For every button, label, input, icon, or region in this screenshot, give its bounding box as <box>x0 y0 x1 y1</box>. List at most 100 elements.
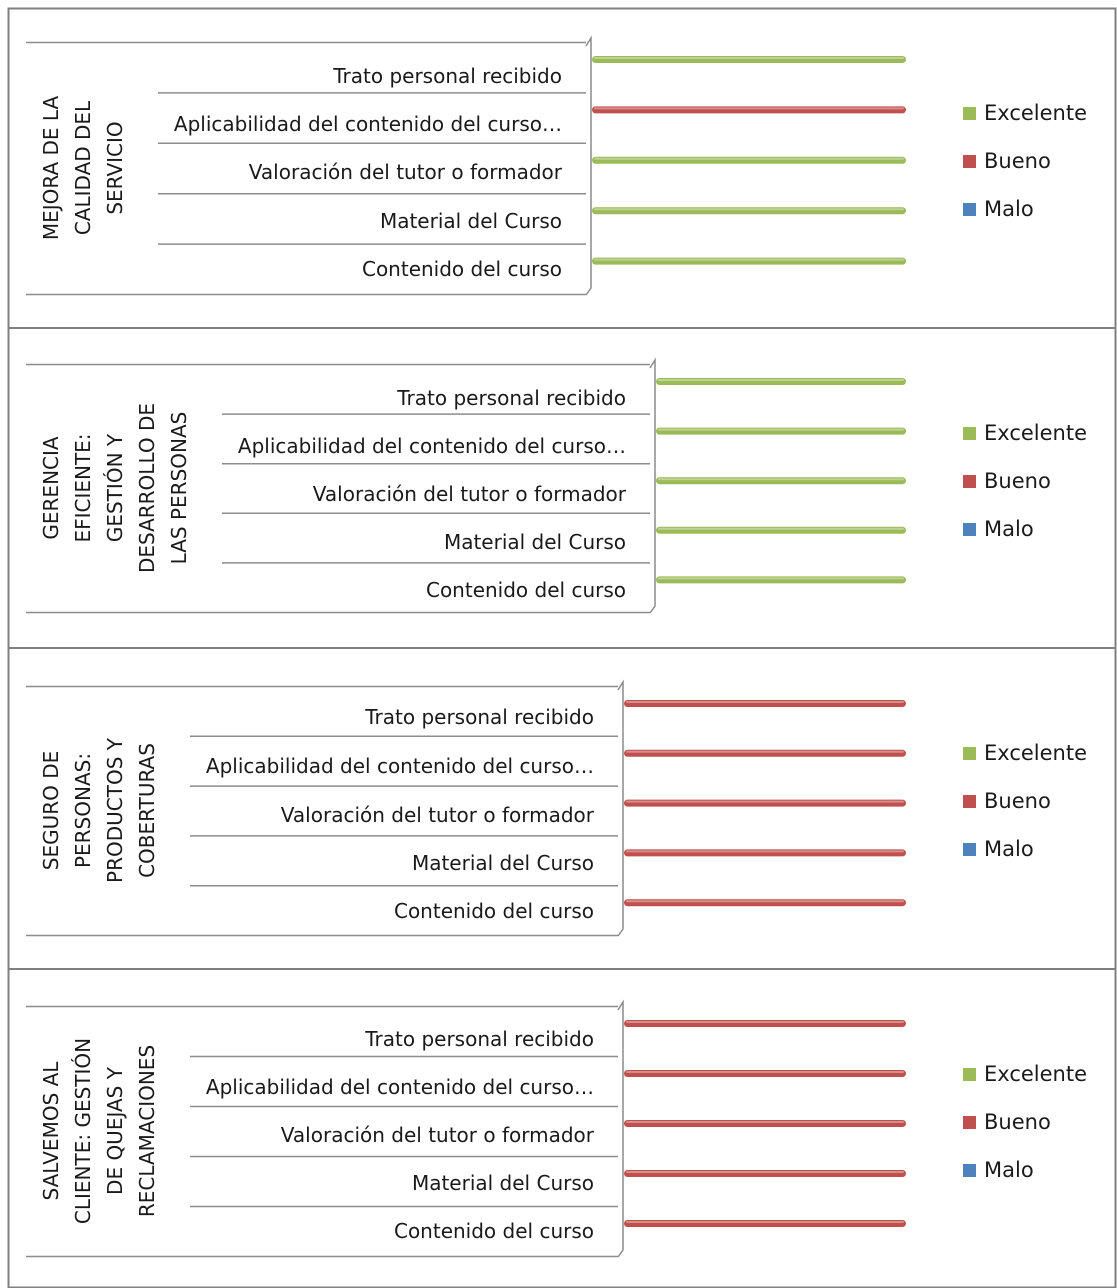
bar-highlight <box>626 1021 904 1023</box>
group-label-line: RECLAMACIONES <box>135 1045 159 1217</box>
category-label: Valoración del tutor o formador <box>281 1123 595 1147</box>
legend-label: Malo <box>984 837 1034 861</box>
category-label: Aplicabilidad del contenido del curso… <box>206 754 594 778</box>
axis-wall <box>617 679 624 937</box>
bar-highlight <box>658 379 904 381</box>
group-label-line: PERSONAS: <box>71 753 95 868</box>
legend-swatch-malo <box>963 1164 976 1177</box>
category-label: Trato personal recibido <box>332 64 562 88</box>
category-label: Material del Curso <box>412 1171 594 1195</box>
group-label-line: CALIDAD DEL <box>71 100 95 235</box>
bar-highlight <box>626 701 904 703</box>
chart-panel-4: SALVEMOS AL CLIENTE: GESTIÓN DE QUEJAS Y RE… <box>8 968 1116 1258</box>
legend-swatch-excelente <box>963 427 976 440</box>
category-label: Contenido del curso <box>426 578 626 602</box>
group-label-line: CLIENTE: GESTIÓN <box>71 1038 95 1224</box>
bar-highlight <box>626 1071 904 1073</box>
category-label: Contenido del curso <box>362 257 562 281</box>
legend-label: Bueno <box>984 1110 1051 1134</box>
legend-label: Malo <box>984 1158 1034 1182</box>
legend-label: Excelente <box>984 421 1087 445</box>
group-label-line: DESARROLLO DE <box>135 403 159 573</box>
bar-highlight <box>658 577 904 580</box>
chart-panel-1: MEJORA DE LA CALIDAD DEL SERVICIO Trato per… <box>26 35 1087 296</box>
bar-highlight <box>626 1121 904 1123</box>
category-label: Trato personal recibido <box>364 705 594 729</box>
group-label-line: COBERTURAS <box>135 743 159 878</box>
category-label: Aplicabilidad del contenido del curso… <box>206 1075 594 1099</box>
bar-bueno <box>624 849 906 857</box>
bar-highlight <box>626 1221 904 1223</box>
bar-bueno <box>624 799 906 807</box>
axis-wall <box>649 357 656 614</box>
bar-highlight <box>626 1171 904 1173</box>
chart-panel-2: GERENCIA EFICIENTE: GESTIÓN Y DESARROLLO DE… <box>8 327 1116 614</box>
bar-excelente <box>656 576 906 584</box>
bar-bueno <box>624 1120 906 1127</box>
bar-bueno <box>624 1020 906 1027</box>
bar-excelente <box>592 56 906 63</box>
bar-excelente <box>656 477 906 485</box>
category-label: Valoración del tutor o formador <box>281 803 595 827</box>
bar-highlight <box>594 157 904 160</box>
bar-highlight <box>626 800 904 803</box>
category-label: Material del Curso <box>444 530 626 554</box>
bar-bueno <box>624 700 906 707</box>
legend-swatch-malo <box>963 843 976 856</box>
bar-bueno <box>624 749 906 757</box>
category-label: Trato personal recibido <box>396 386 626 410</box>
bar-bueno <box>592 106 906 114</box>
legend-swatch-excelente <box>963 1068 976 1081</box>
legend-label: Bueno <box>984 469 1051 493</box>
group-label-line: SEGURO DE <box>39 751 63 871</box>
legend-label: Excelente <box>984 101 1087 125</box>
bar-bueno <box>624 1220 906 1227</box>
axis-wall <box>617 999 624 1258</box>
bar-highlight <box>626 900 904 903</box>
group-label-line: DE QUEJAS Y <box>103 1066 127 1195</box>
bar-highlight <box>626 850 904 853</box>
legend-label: Excelente <box>984 741 1087 765</box>
category-label: Aplicabilidad del contenido del curso… <box>238 434 626 458</box>
bar-bueno <box>624 1170 906 1177</box>
category-label: Contenido del curso <box>394 899 594 923</box>
bar-highlight <box>594 208 904 211</box>
category-label: Valoración del tutor o formador <box>249 160 563 184</box>
bar-excelente <box>656 378 906 385</box>
bar-highlight <box>658 428 904 431</box>
bar-bueno <box>624 1070 906 1077</box>
group-label-line: SALVEMOS AL <box>39 1061 63 1201</box>
group-label-line: SERVICIO <box>103 121 127 214</box>
bar-excelente <box>592 257 906 265</box>
legend-swatch-malo <box>963 523 976 536</box>
legend-label: Excelente <box>984 1062 1087 1086</box>
bar-highlight <box>626 750 904 753</box>
group-label-line: GESTIÓN Y <box>103 433 127 542</box>
category-label: Trato personal recibido <box>364 1027 594 1051</box>
category-label: Material del Curso <box>412 851 594 875</box>
legend-label: Bueno <box>984 149 1051 173</box>
group-label-line: PRODUCTOS Y <box>103 737 127 883</box>
legend-swatch-malo <box>963 203 976 216</box>
legend-label: Bueno <box>984 789 1051 813</box>
bar-highlight <box>594 57 904 59</box>
legend-label: Malo <box>984 517 1034 541</box>
group-label-line: EFICIENTE: <box>71 433 95 542</box>
category-label: Valoración del tutor o formador <box>313 482 627 506</box>
group-label-line: LAS PERSONAS <box>167 412 191 565</box>
legend-swatch-excelente <box>963 107 976 120</box>
legend-swatch-bueno <box>963 155 976 168</box>
group-label-line: MEJORA DE LA <box>39 96 63 241</box>
legend-label: Malo <box>984 197 1034 221</box>
bar-highlight <box>658 527 904 530</box>
category-label: Aplicabilidad del contenido del curso… <box>174 112 562 136</box>
legend-swatch-bueno <box>963 1116 976 1129</box>
bar-highlight <box>594 258 904 261</box>
legend-swatch-bueno <box>963 795 976 808</box>
chart-panel-3: SEGURO DE PERSONAS: PRODUCTOS Y COBERTURAS T… <box>8 647 1116 937</box>
bar-excelente <box>656 526 906 534</box>
category-label: Material del Curso <box>380 209 562 233</box>
bar-excelente <box>592 207 906 215</box>
bar-highlight <box>594 107 904 110</box>
